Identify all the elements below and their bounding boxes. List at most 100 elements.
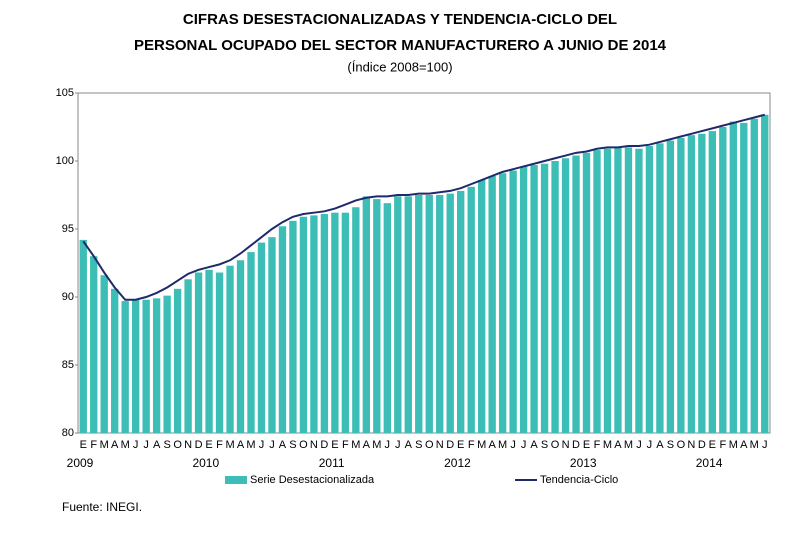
bar bbox=[719, 127, 727, 433]
x-tick-label: M bbox=[372, 439, 381, 451]
x-tick-label: M bbox=[624, 439, 633, 451]
x-tick-label: F bbox=[90, 439, 97, 451]
x-tick-label: N bbox=[310, 439, 318, 451]
x-tick-label: J bbox=[762, 439, 768, 451]
year-label: 2012 bbox=[444, 456, 471, 470]
chart-subtitle: (Índice 2008=100) bbox=[347, 59, 452, 74]
bar bbox=[394, 196, 402, 433]
x-tick-label: J bbox=[636, 439, 642, 451]
x-tick-label: J bbox=[510, 439, 516, 451]
x-tick-label: A bbox=[111, 439, 119, 451]
x-tick-label: S bbox=[289, 439, 296, 451]
bar bbox=[698, 133, 706, 434]
x-tick-label: A bbox=[656, 439, 664, 451]
bar bbox=[205, 269, 213, 433]
bar bbox=[677, 137, 685, 433]
x-tick-label: O bbox=[299, 439, 308, 451]
bar bbox=[446, 193, 454, 433]
bar bbox=[341, 212, 350, 433]
bar bbox=[603, 148, 612, 433]
year-label: 2013 bbox=[570, 456, 597, 470]
x-tick-label: J bbox=[259, 439, 265, 451]
x-tick-label: N bbox=[562, 439, 570, 451]
x-tick-label: S bbox=[415, 439, 422, 451]
bar bbox=[383, 203, 391, 433]
x-tick-label: A bbox=[279, 439, 287, 451]
bar bbox=[750, 118, 758, 433]
x-tick-label: N bbox=[184, 439, 192, 451]
bar bbox=[100, 275, 108, 433]
bar bbox=[352, 207, 360, 433]
bar bbox=[299, 216, 308, 433]
bar bbox=[404, 196, 412, 433]
legend-label: Tendencia-Ciclo bbox=[540, 474, 618, 486]
x-tick-label: M bbox=[225, 439, 234, 451]
bar bbox=[540, 163, 549, 433]
bar bbox=[194, 272, 203, 433]
bar bbox=[488, 175, 496, 433]
bar bbox=[373, 199, 381, 433]
chart-title: CIFRAS DESESTACIONALIZADAS Y TENDENCIA-C… bbox=[183, 11, 617, 28]
x-tick-label: F bbox=[719, 439, 726, 451]
bar bbox=[729, 121, 737, 433]
bar bbox=[310, 215, 318, 433]
x-tick-label: J bbox=[143, 439, 149, 451]
bar bbox=[331, 212, 339, 433]
x-tick-label: N bbox=[436, 439, 444, 451]
x-tick-label: M bbox=[121, 439, 130, 451]
x-tick-label: E bbox=[205, 439, 212, 451]
bar bbox=[226, 265, 234, 433]
x-tick-label: A bbox=[740, 439, 748, 451]
x-tick-label: D bbox=[446, 439, 454, 451]
bar bbox=[761, 114, 769, 433]
x-tick-label: M bbox=[729, 439, 738, 451]
x-tick-label: J bbox=[395, 439, 401, 451]
x-tick-label: N bbox=[687, 439, 695, 451]
bar bbox=[436, 195, 444, 433]
x-tick-label: A bbox=[488, 439, 496, 451]
bar bbox=[121, 301, 129, 433]
year-label: 2010 bbox=[192, 456, 219, 470]
bar bbox=[184, 279, 192, 433]
bar bbox=[551, 161, 559, 433]
bar bbox=[530, 165, 538, 433]
legend-label: Serie Desestacionalizada bbox=[250, 474, 375, 486]
legend-swatch bbox=[225, 476, 247, 484]
year-label: 2014 bbox=[696, 456, 723, 470]
x-tick-label: S bbox=[163, 439, 170, 451]
bar bbox=[509, 170, 517, 433]
bar bbox=[268, 237, 276, 433]
y-tick-label: 85 bbox=[62, 359, 74, 371]
bar bbox=[477, 180, 486, 433]
x-tick-label: A bbox=[614, 439, 622, 451]
bar bbox=[572, 155, 580, 433]
bar bbox=[561, 158, 570, 433]
x-tick-label: A bbox=[405, 439, 413, 451]
bar bbox=[131, 299, 140, 433]
x-tick-label: E bbox=[583, 439, 590, 451]
x-tick-label: M bbox=[477, 439, 486, 451]
bar bbox=[79, 239, 87, 433]
x-tick-label: O bbox=[677, 439, 686, 451]
x-tick-label: D bbox=[572, 439, 580, 451]
source: Fuente: INEGI. bbox=[62, 500, 142, 514]
bar bbox=[415, 195, 423, 433]
x-tick-label: F bbox=[468, 439, 475, 451]
bar bbox=[498, 173, 507, 434]
x-tick-label: O bbox=[551, 439, 560, 451]
x-tick-label: M bbox=[498, 439, 507, 451]
y-tick-label: 90 bbox=[62, 291, 74, 303]
bar bbox=[257, 242, 266, 433]
bar bbox=[740, 122, 748, 434]
x-tick-label: M bbox=[750, 439, 759, 451]
plot-area bbox=[77, 92, 771, 434]
x-tick-label: M bbox=[351, 439, 360, 451]
bar bbox=[425, 195, 433, 433]
bar bbox=[247, 252, 255, 433]
bar bbox=[635, 148, 643, 433]
bar bbox=[708, 131, 717, 433]
x-tick-label: J bbox=[133, 439, 139, 451]
x-tick-label: O bbox=[173, 439, 182, 451]
x-tick-label: D bbox=[195, 439, 203, 451]
bar bbox=[152, 298, 161, 433]
